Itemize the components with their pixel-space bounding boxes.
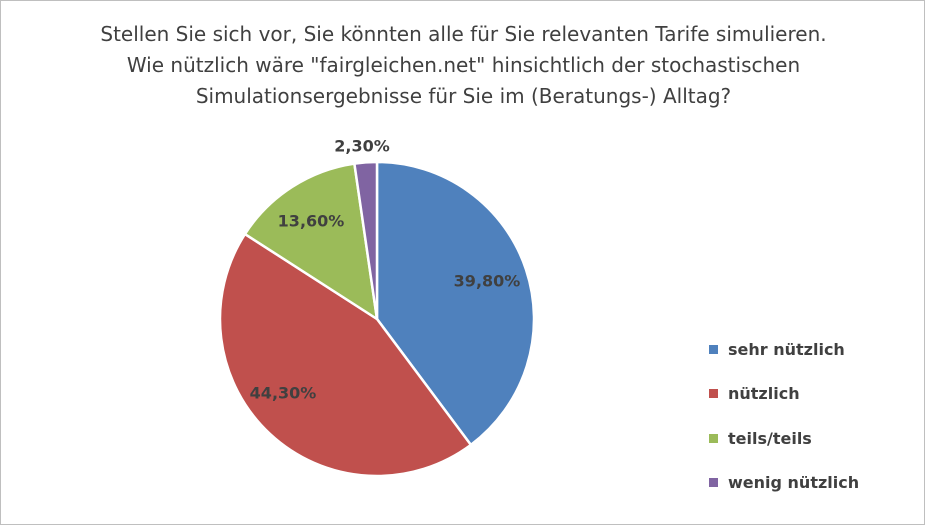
legend-item-teils-teils: teils/teils (709, 416, 859, 461)
data-label-nuetzlich: 44,30% (250, 384, 317, 403)
chart-title: Stellen Sie sich vor, Sie könnten alle f… (1, 19, 925, 112)
pie-slice-teils-teils (243, 162, 379, 321)
chart-title-line-1: Stellen Sie sich vor, Sie könnten alle f… (100, 22, 827, 46)
chart-title-line-3: Simulationsergebnisse für Sie im (Beratu… (195, 84, 732, 108)
legend-label-teils-teils: teils/teils (728, 428, 812, 448)
legend-label-nuetzlich: nützlich (728, 384, 800, 404)
pie-slice-nuetzlich (218, 232, 473, 478)
legend-swatch-wenig-nuetzlich (709, 478, 718, 488)
chart-title-line-2: Wie nützlich wäre "fairgleichen.net" hin… (126, 53, 801, 77)
legend-swatch-sehr-nuetzlich (709, 344, 718, 354)
pie-slice-sehr-nuetzlich (375, 160, 536, 447)
pie-slice-wenig-nuetzlich (353, 160, 379, 321)
data-label-wenig-nuetzlich: 2,30% (334, 137, 390, 156)
legend-swatch-teils-teils (709, 433, 718, 443)
legend-label-sehr-nuetzlich: sehr nützlich (728, 339, 845, 359)
legend-label-wenig-nuetzlich: wenig nützlich (728, 473, 860, 493)
data-label-teils-teils: 13,60% (278, 212, 345, 231)
legend: sehr nützlich nützlich teils/teils wenig… (709, 327, 859, 505)
legend-item-nuetzlich: nützlich (709, 372, 859, 417)
data-label-sehr-nuetzlich: 39,80% (454, 272, 521, 291)
legend-item-sehr-nuetzlich: sehr nützlich (709, 327, 859, 372)
legend-swatch-nuetzlich (709, 389, 718, 399)
legend-item-wenig-nuetzlich: wenig nützlich (709, 461, 859, 506)
